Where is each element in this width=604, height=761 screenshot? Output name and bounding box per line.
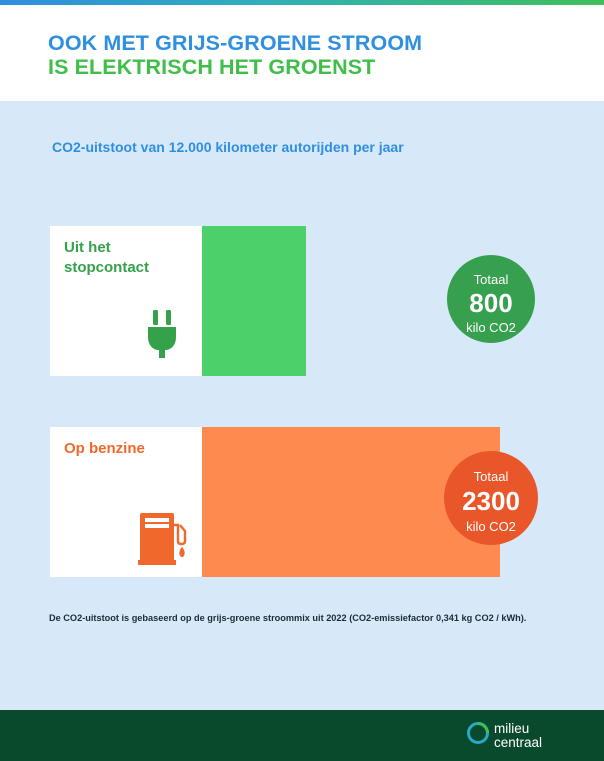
- footnote: De CO2-uitstoot is gebaseerd op de grijs…: [49, 613, 527, 623]
- logo-line-2: centraal: [494, 735, 543, 750]
- page-header: OOK MET GRIJS-GROENE STROOM IS ELEKTRISC…: [0, 5, 604, 101]
- total-badge-petrol: Totaal 2300 kilo CO2: [444, 451, 538, 545]
- title-line-2: IS ELEKTRISCH HET GROENST: [48, 55, 376, 79]
- milieu-centraal-logo-icon: [467, 722, 489, 744]
- total-badge-petrol-unit: kilo CO2: [466, 519, 516, 534]
- chart-panel: CO2-uitstoot van 12.000 kilometer autori…: [0, 101, 604, 710]
- total-badge-electric-label: Totaal: [473, 272, 509, 287]
- chart-title: CO2-uitstoot van 12.000 kilometer autori…: [52, 139, 404, 155]
- total-badge-petrol-label: Totaal: [473, 469, 509, 484]
- category-label-electric-text: Uit het stopcontact: [64, 239, 150, 276]
- logo-line-1: milieu: [494, 721, 530, 736]
- title-line-1: OOK MET GRIJS-GROENE STROOM: [48, 31, 423, 55]
- category-label-petrol-text: Op benzine: [64, 440, 145, 457]
- total-badge-electric-unit: kilo CO2: [466, 320, 516, 335]
- footer-bar: milieu centraal: [0, 710, 604, 761]
- total-badge-electric-value: 800: [469, 288, 513, 318]
- category-label-petrol: Op benzine: [50, 427, 202, 577]
- logo-wordmark: milieu centraal: [494, 722, 542, 750]
- plug-icon: [148, 310, 176, 358]
- category-label-electric: Uit het stopcontact: [50, 226, 202, 376]
- fuel-pump-icon: [138, 513, 187, 565]
- total-badge-petrol-value: 2300: [462, 486, 520, 516]
- bar-electric: [202, 226, 306, 376]
- total-badge-electric: Totaal 800 kilo CO2: [447, 255, 535, 343]
- top-accent-rule: [0, 0, 604, 5]
